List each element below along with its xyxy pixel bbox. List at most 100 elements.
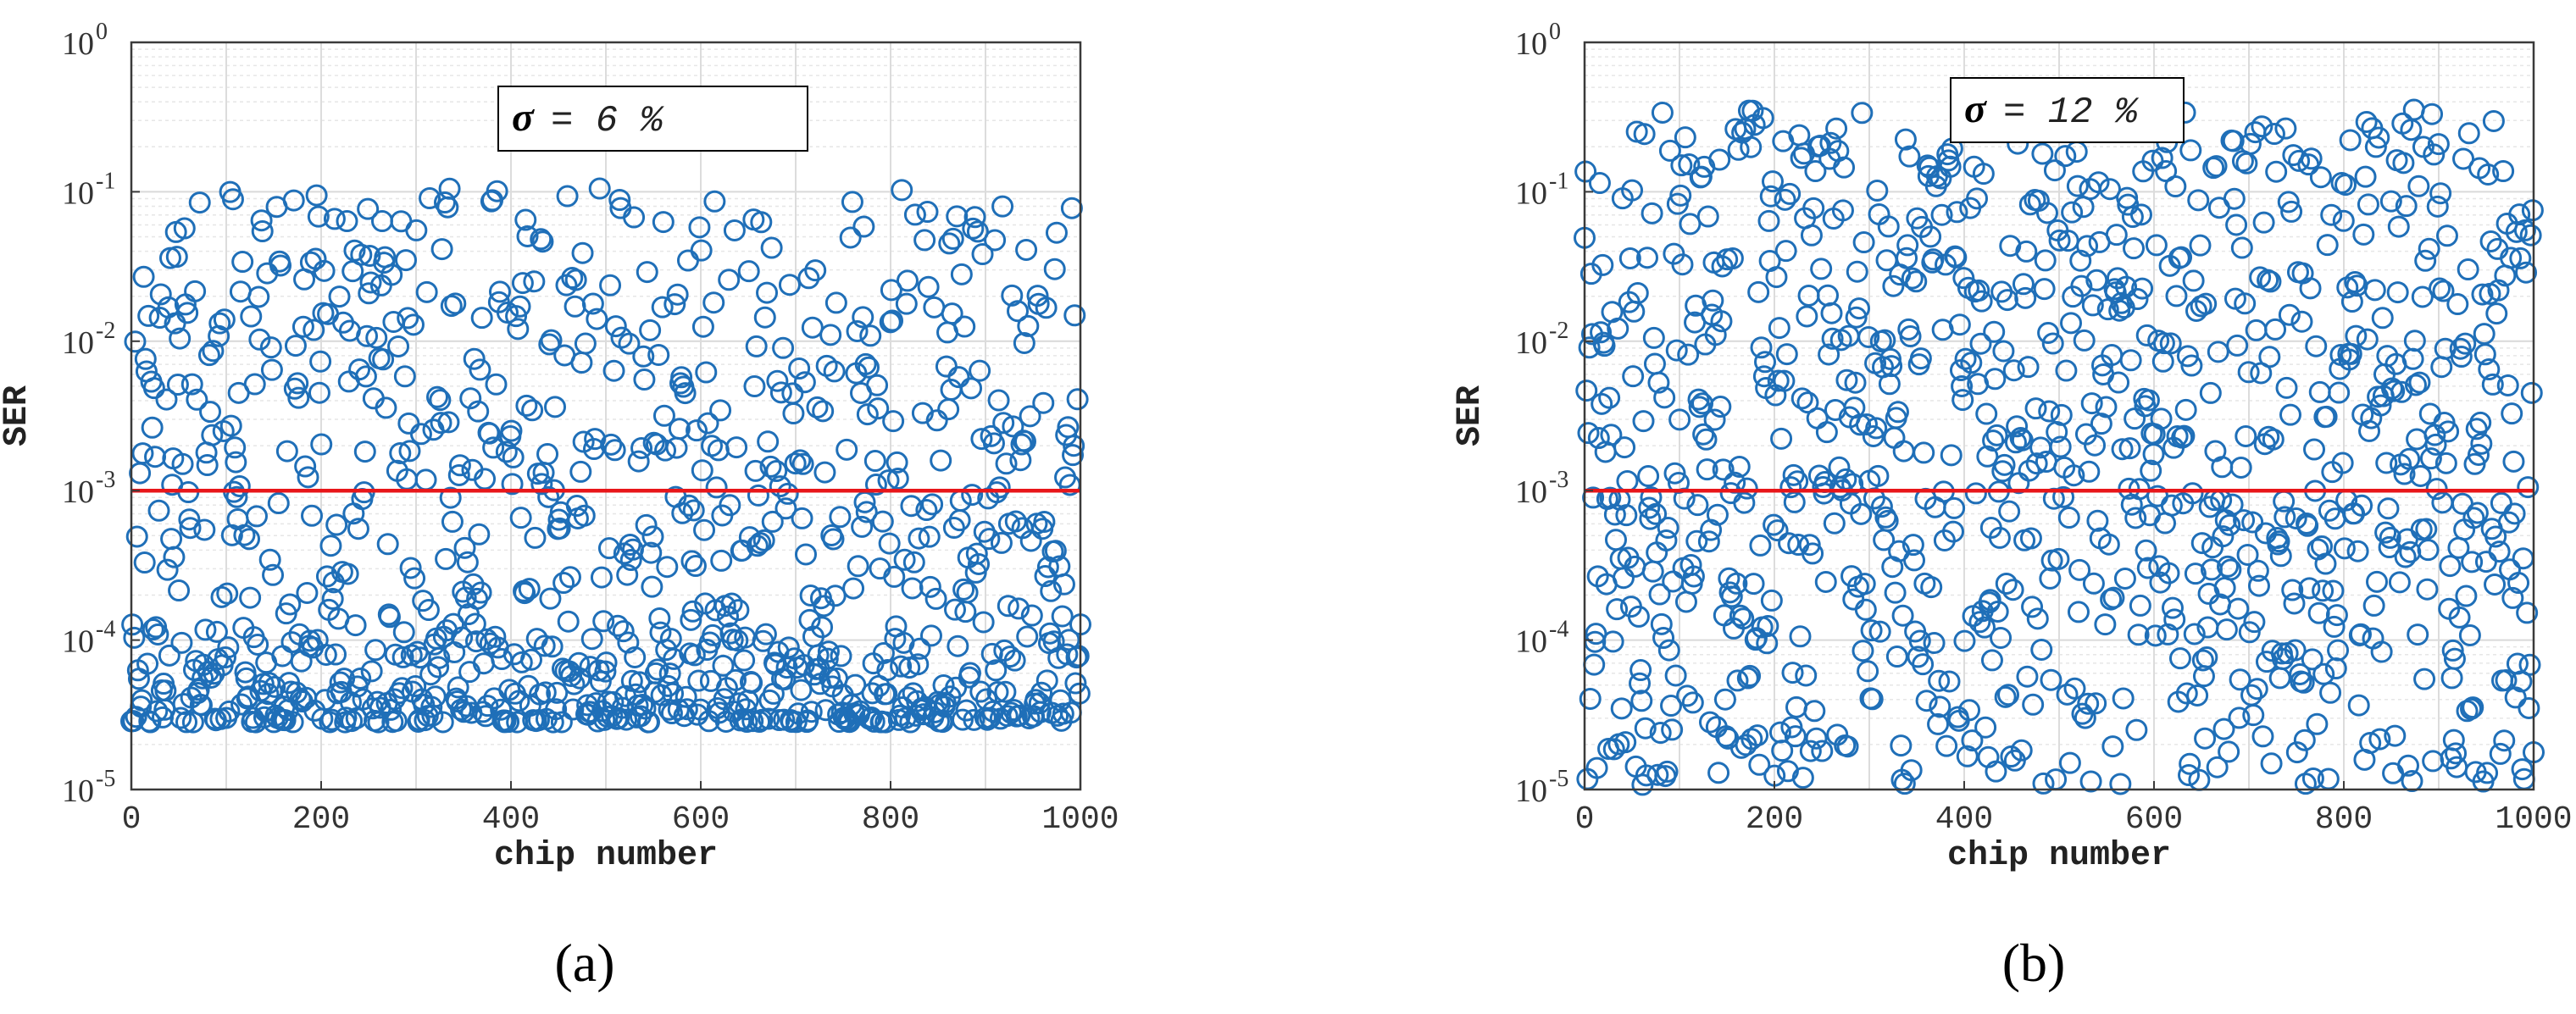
data-point [784,452,807,475]
data-point [793,371,816,394]
data-point [2383,380,2406,402]
data-point [484,625,507,648]
data-point [391,646,414,668]
data-point [953,315,976,338]
data-point [2363,279,2386,302]
data-point [2239,132,2262,155]
y-tick-label: 10 [1515,325,1547,361]
data-point [2298,577,2321,600]
data-point [2215,618,2238,641]
data-point [2402,98,2425,121]
data-point [947,366,970,389]
data-point [1877,215,1900,238]
y-tick-label: 10 [1515,175,1547,211]
data-point [1823,512,1846,535]
data-point [2382,762,2405,784]
y-tick-exponent: -3 [1549,467,1568,493]
data-point [1062,444,1085,467]
data-point [680,608,702,631]
data-point [2427,133,2450,156]
data-point [225,451,247,474]
data-point [2379,526,2401,549]
data-point [1893,773,1916,795]
data-point [1799,740,1822,762]
data-point [2113,567,2136,590]
data-point [2355,110,2378,133]
data-point [852,306,874,329]
data-point [429,389,452,412]
data-point [900,495,923,518]
data-point [1695,428,1718,451]
data-point [307,205,330,228]
data-point [431,711,454,734]
data-point [228,474,251,497]
data-point [1657,517,1679,540]
data-point [403,567,426,590]
data-point [1707,762,1730,784]
data-point [2380,377,2403,400]
data-point [665,436,688,459]
y-tick-exponent: -5 [96,766,115,792]
data-point [2090,413,2112,435]
data-point [451,626,474,649]
data-point [269,254,292,277]
data-point [2333,537,2356,560]
data-point [1056,643,1079,666]
data-point [1896,234,1919,257]
data-point [2300,147,2323,170]
data-point [863,450,886,473]
data-point [2418,237,2440,260]
data-point [2033,278,2056,301]
data-point [1024,689,1047,712]
data-point [344,614,367,637]
data-point [1884,581,1907,604]
data-point [1739,664,1762,687]
data-point [2151,350,2174,373]
data-point [193,518,216,541]
data-point [1748,753,1771,776]
data-point [687,669,710,692]
data-point [839,226,862,249]
data-point [747,484,769,507]
data-point [2175,682,2198,705]
data-point [420,695,443,718]
data-point [256,262,279,285]
data-point [537,485,560,508]
data-point [2086,509,2109,532]
data-point [819,324,842,346]
data-point [2435,224,2458,247]
data-point [934,691,957,714]
data-point [2437,420,2460,443]
data-point [546,681,569,704]
data-point [586,308,608,330]
data-point [2159,332,2182,355]
data-point [1003,649,1026,672]
data-point [2150,407,2173,430]
data-point [2135,539,2157,562]
data-point [2048,229,2071,252]
data-point [992,412,1015,435]
data-point [2168,647,2191,670]
y-tick-exponent: -1 [1549,168,1568,194]
data-point [2319,681,2342,704]
data-point [296,581,319,604]
data-point [1976,445,1999,468]
data-point [510,651,533,673]
data-point [1647,371,1670,394]
data-point [2131,277,2154,300]
data-point [2024,397,2047,420]
data-point [1901,267,1924,290]
data-point [1833,156,1856,179]
data-point [514,582,536,605]
data-point [1671,253,1694,276]
x-tick-label: 200 [292,801,350,838]
data-point [995,452,1018,475]
data-point [1974,716,1997,739]
data-point [240,305,263,328]
data-point [958,662,981,684]
data-point [2502,450,2525,473]
data-point [2466,501,2489,524]
data-point [2195,292,2218,315]
data-point [428,646,451,669]
data-point [2473,343,2496,366]
